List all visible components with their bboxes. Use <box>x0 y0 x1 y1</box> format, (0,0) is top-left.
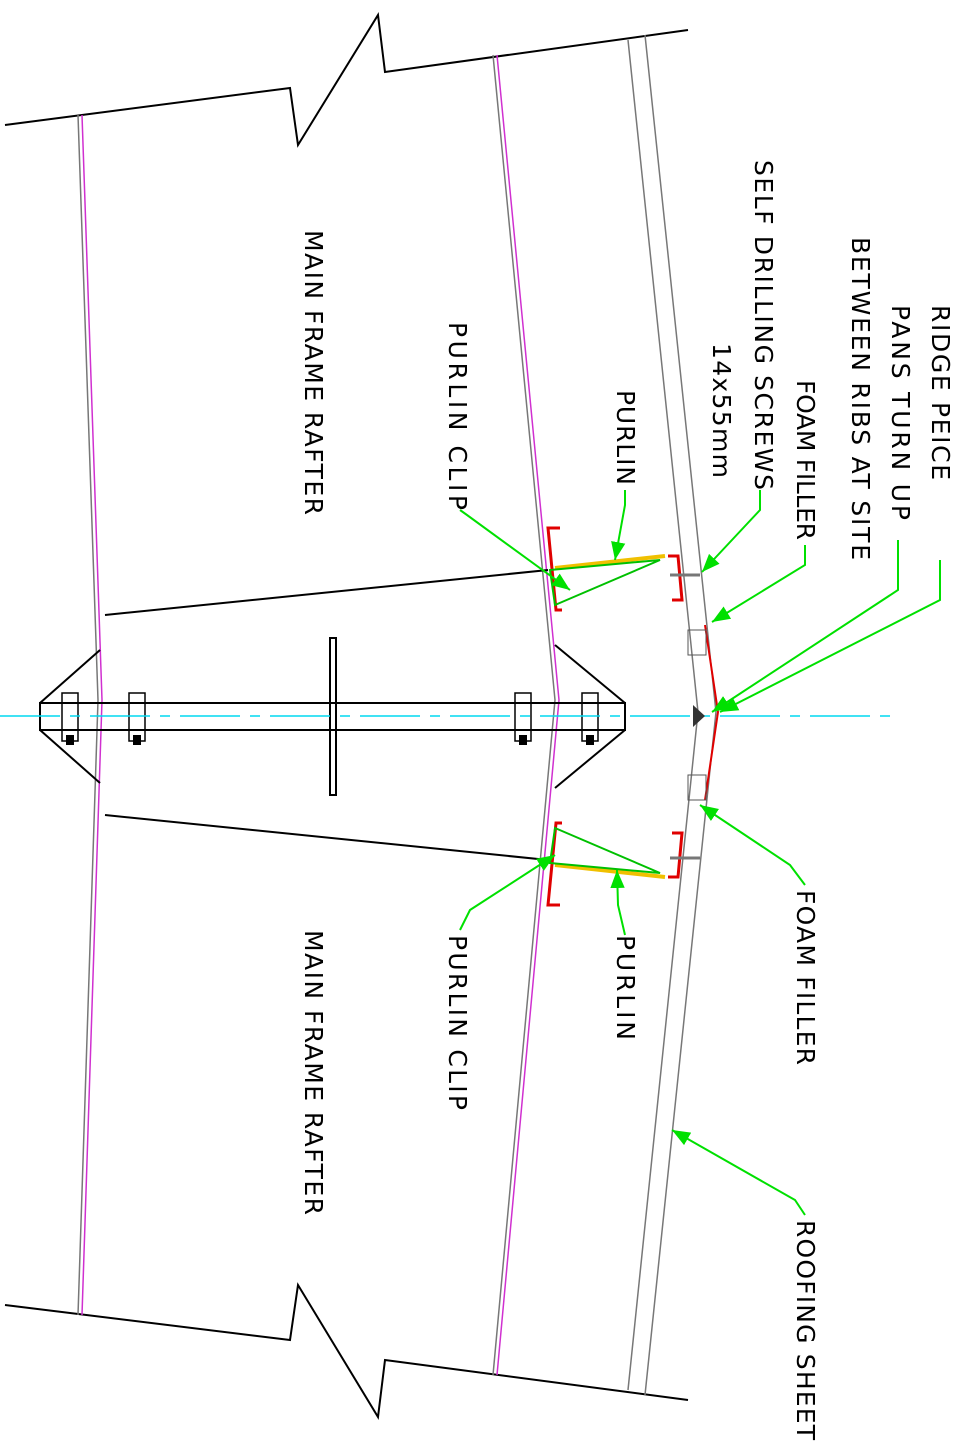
label: PURLIN <box>611 935 640 1040</box>
label: RIDGE PEICE <box>926 305 955 480</box>
label: FOAM FILLER <box>791 890 820 1065</box>
drawing <box>0 15 940 1417</box>
label: PANS TURN UP <box>886 305 915 520</box>
label: PURLIN CLIP <box>443 322 472 510</box>
label: MAIN FRAME RAFTER <box>299 930 328 1215</box>
labels: RIDGE PEICE PANS TURN UP BETWEEN RIBS AT… <box>299 160 955 1441</box>
label: BETWEEN RIBS AT SITE <box>846 237 875 560</box>
label: 14x55mm <box>707 343 736 478</box>
label: MAIN FRAME RAFTER <box>299 230 328 515</box>
label: ROOFING SHEET <box>791 1220 820 1441</box>
ridge-detail: RIDGE PEICE PANS TURN UP BETWEEN RIBS AT… <box>0 0 980 1453</box>
label: PURLIN CLIP <box>443 935 472 1110</box>
label: SELF DRILLING SCREWS <box>749 160 778 490</box>
label: FOAM FILLER <box>791 380 820 540</box>
label: PURLIN <box>611 390 640 485</box>
